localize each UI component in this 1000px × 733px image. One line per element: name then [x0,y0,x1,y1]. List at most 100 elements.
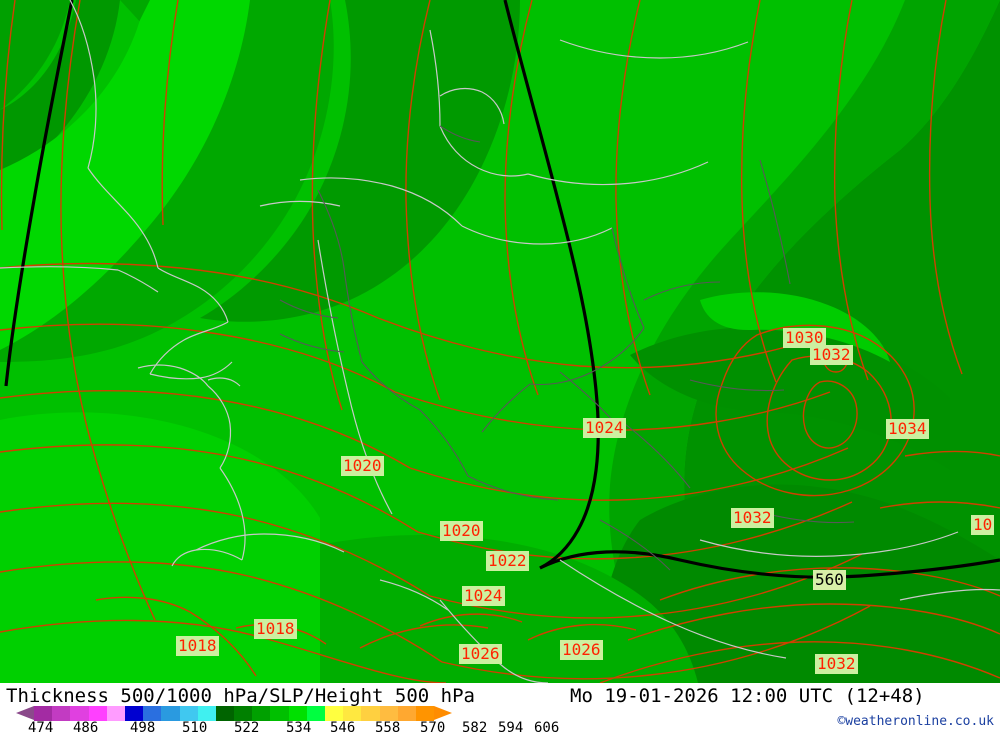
colorbar-swatch-15 [306,706,325,721]
weather-map-canvas[interactable]: 1030 1032 1034 1024 1020 1020 1022 1024 1032 1018… [0,0,1000,683]
isobar-line [429,553,863,619]
thickness-band-dark-se [598,484,1000,683]
colorbar-tick-510: 510 [182,720,208,733]
isobar-closed-high [766,355,892,481]
colorbar-swatch-2 [70,706,89,721]
colorbar-swatch-13 [270,706,289,721]
coastline-ne-europe [0,266,119,271]
map-vector-layer [0,0,1000,683]
isobar-line [161,0,179,226]
colorbar-tick-534: 534 [286,720,312,733]
coastline-blacksea [899,588,1000,601]
coastline-jutland [439,125,529,177]
colorbar-swatch-19 [379,706,398,721]
colorbar-tick-570: 570 [420,720,446,733]
isobar-line [417,501,853,560]
isobar-contours-group [0,0,1000,683]
isobar-closed-high-core [802,380,858,449]
isobar-label-1022: 1022 [486,551,529,571]
coastline-ligurian [379,579,449,611]
isobar-label-1032-c: 1032 [815,654,858,674]
height-contour-main [503,0,600,570]
isobar-label-1026-a: 1026 [459,644,502,664]
colorbar-swatch-5 [124,706,144,721]
height-contour-nw [4,0,74,387]
isobar-line [0,390,411,469]
isobar-label-1026-b: 1026 [560,640,603,660]
colorbar-tick-582: 582 [462,720,488,733]
height-contour-560 [539,550,1000,579]
colorbar-tick-546: 546 [330,720,356,733]
colorbar-swatch-20 [397,706,416,721]
border-sk [689,379,785,392]
isobar-line [928,0,963,375]
isobar-line [0,444,419,533]
colorbar-swatch-1 [52,706,71,721]
colorbar-swatch-16 [325,706,344,721]
isobar-line [0,0,16,231]
colorbar-swatch-9 [197,706,216,721]
page-title: Thickness 500/1000 hPa/SLP/Height 500 hP… [6,685,475,707]
coastline-dk2 [439,87,505,125]
colorbar-tick-606: 606 [534,720,560,733]
colorbar-tick-486: 486 [73,720,99,733]
copyright-notice: ©weatheronline.co.uk [837,714,994,729]
colorbar-swatch-0 [34,706,53,721]
border-nl-be [279,299,339,319]
colorbar-under-arrow [16,706,34,720]
colorbar-swatch-6 [143,706,162,721]
isobar-line [599,641,1000,683]
isobar-label-1034: 1034 [886,419,929,439]
isobar-label-1024-b: 1024 [462,586,505,606]
colorbar-tick-labels: 474 486 498 510 522 534 546 558 570 582 594 606 [0,720,559,733]
forecast-datetime: Mo 19-01-2026 12:00 UTC (12+48) [570,685,925,707]
isobar-label-1032-a: 1032 [810,345,853,365]
isobar-line [377,317,811,369]
coastline-wadden [259,200,341,207]
border-de-dk [439,125,481,143]
colorbar-swatch-14 [288,706,307,721]
thickness-band-bright-rc [700,292,890,362]
coastline-adriatic [559,559,787,659]
isobar-line [189,611,257,677]
thickness-band-mid-nw [200,0,520,322]
border-cz-at [559,371,615,423]
coastline-gb4 [149,321,229,375]
height-label-560: 560 [813,570,846,590]
coastline-gb5 [137,364,209,387]
coastline-nl [117,269,159,293]
thickness-band-bright-sw [0,412,320,683]
isobar-closed-high [715,324,915,497]
footer-title-row: Thickness 500/1000 hPa/SLP/Height 500 hP… [2,685,998,707]
border-be-fr [279,333,345,353]
isobar-label-1020-b: 1020 [440,521,483,541]
thickness-band-left-edge [0,0,70,110]
isobar-line [879,501,1000,509]
coastline-dk-west [429,29,441,127]
border-de-pl [611,227,645,329]
isobar-line [359,624,489,649]
colorbar-swatch-11 [234,706,253,721]
colorbar-swatch-7 [161,706,180,721]
colorbar-swatches [34,706,435,721]
colorbar-swatch-21 [415,706,435,721]
coastline-baltic [527,161,709,186]
border-de-at [481,383,531,433]
height-500-contours-group [4,0,1000,579]
isobar-label-1024-a: 1024 [583,418,626,438]
coastline-balkan [699,531,959,557]
coastline-gb2 [87,167,159,269]
coastline-s-england [195,533,345,553]
isobar-line [405,0,441,401]
isobar-line [60,0,156,621]
isobar-line [904,450,1000,457]
thickness-band-left-edge2 [0,0,120,185]
colorbar-tick-522: 522 [234,720,260,733]
isobar-line [741,0,777,383]
border-at-hu [619,419,691,489]
border-cz-pl [643,281,721,301]
isobar-line [0,323,396,393]
isobar-line [0,262,379,319]
isobar-line [833,0,869,381]
